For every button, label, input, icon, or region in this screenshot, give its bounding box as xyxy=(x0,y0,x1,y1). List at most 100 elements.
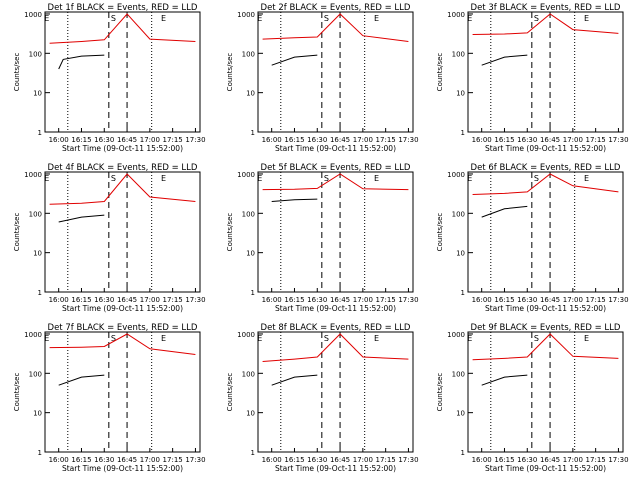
lld-series-line xyxy=(49,13,196,44)
lld-series-line xyxy=(49,173,196,205)
interval-marker: E xyxy=(44,334,49,343)
interval-marker: E xyxy=(257,334,262,343)
det-panel-9: Det 9f BLACK = Events, RED = LLD 1 10 100 10… xyxy=(436,323,629,473)
x-axis-label: Start Time (09-Oct-11 15:52:00) xyxy=(485,144,606,153)
events-series-line xyxy=(58,214,105,223)
x-tick-label: 16:00 xyxy=(49,296,69,304)
x-tick-label: 17:15 xyxy=(376,296,396,304)
x-tick-label: 16:45 xyxy=(540,456,560,464)
y-axis-label: Counts/sec xyxy=(436,373,444,412)
y-tick-label: 1 xyxy=(251,129,255,137)
x-tick-label: 16:45 xyxy=(540,296,560,304)
x-tick-label: 16:30 xyxy=(307,456,327,464)
x-tick-label: 17:00 xyxy=(140,456,160,464)
panel-title: Det 6f BLACK = Events, RED = LLD xyxy=(471,163,621,173)
y-axis-label: Counts/sec xyxy=(226,53,234,92)
x-tick-label: 17:30 xyxy=(398,456,418,464)
x-tick-label: 16:00 xyxy=(262,136,282,144)
y-tick-label: 1 xyxy=(38,129,42,137)
events-series-line xyxy=(481,205,528,218)
x-axis-label: Start Time (09-Oct-11 15:52:00) xyxy=(275,144,396,153)
lld-series-line xyxy=(49,333,196,355)
x-axis-label: Start Time (09-Oct-11 15:52:00) xyxy=(485,304,606,313)
y-tick-label: 10 xyxy=(33,410,42,418)
x-tick-label: 17:30 xyxy=(398,136,418,144)
x-tick-label: 16:15 xyxy=(494,456,514,464)
y-tick-label: 10 xyxy=(33,250,42,258)
y-tick-label: 100 xyxy=(452,370,465,378)
x-tick-label: 16:00 xyxy=(49,136,69,144)
interval-marker: E xyxy=(161,14,166,23)
x-axis-label: Start Time (09-Oct-11 15:52:00) xyxy=(62,304,183,313)
lld-series-line xyxy=(262,13,409,42)
y-tick-label: 100 xyxy=(452,50,465,58)
x-tick-label: 17:15 xyxy=(163,296,183,304)
interval-marker: E xyxy=(584,14,589,23)
x-tick-label: 16:45 xyxy=(330,136,350,144)
plot-frame xyxy=(257,171,414,293)
y-axis-label: Counts/sec xyxy=(436,213,444,252)
x-tick-label: 17:00 xyxy=(353,136,373,144)
events-series-line xyxy=(271,198,318,202)
panel-title: Det 4f BLACK = Events, RED = LLD xyxy=(48,163,198,173)
x-tick-label: 16:45 xyxy=(117,296,137,304)
interval-marker: S xyxy=(534,174,539,183)
events-series-line xyxy=(58,54,105,70)
panel-title: Det 1f BLACK = Events, RED = LLD xyxy=(48,3,198,13)
x-tick-label: 16:30 xyxy=(94,296,114,304)
x-tick-label: 16:00 xyxy=(472,296,492,304)
x-tick-label: 16:15 xyxy=(71,296,91,304)
plot-frame xyxy=(467,331,624,453)
x-tick-label: 16:45 xyxy=(330,296,350,304)
det-panel-3: Det 3f BLACK = Events, RED = LLD 1 10 100 10… xyxy=(436,3,629,153)
y-axis-label: Counts/sec xyxy=(226,213,234,252)
panel-title: Det 2f BLACK = Events, RED = LLD xyxy=(261,3,411,13)
panel-title: Det 3f BLACK = Events, RED = LLD xyxy=(471,3,621,13)
x-tick-label: 16:15 xyxy=(494,136,514,144)
y-tick-label: 1000 xyxy=(447,331,465,339)
x-tick-label: 17:30 xyxy=(608,136,628,144)
y-tick-label: 10 xyxy=(246,410,255,418)
lld-series-line xyxy=(262,333,409,362)
y-tick-label: 100 xyxy=(242,50,255,58)
y-tick-label: 1 xyxy=(461,129,465,137)
det-panel-6: Det 6f BLACK = Events, RED = LLD 1 10 100 10… xyxy=(436,163,629,313)
x-tick-label: 17:15 xyxy=(376,456,396,464)
interval-marker: S xyxy=(324,174,329,183)
y-tick-label: 1000 xyxy=(237,331,255,339)
interval-marker: S xyxy=(111,174,116,183)
plot-frame xyxy=(257,11,414,133)
y-tick-label: 10 xyxy=(456,250,465,258)
det-panel-4: Det 4f BLACK = Events, RED = LLD 1 10 100 10… xyxy=(13,163,206,313)
x-tick-label: 17:15 xyxy=(376,136,396,144)
interval-marker: E xyxy=(374,14,379,23)
interval-marker: S xyxy=(534,334,539,343)
panel-title: Det 8f BLACK = Events, RED = LLD xyxy=(261,323,411,333)
x-tick-label: 16:45 xyxy=(330,456,350,464)
x-tick-label: 17:00 xyxy=(563,456,583,464)
interval-marker: S xyxy=(324,14,329,23)
y-tick-label: 1 xyxy=(461,289,465,297)
y-tick-label: 10 xyxy=(246,90,255,98)
x-tick-label: 17:00 xyxy=(140,136,160,144)
y-tick-label: 1000 xyxy=(24,331,42,339)
y-tick-label: 10 xyxy=(33,90,42,98)
x-tick-label: 17:00 xyxy=(563,136,583,144)
interval-marker: E xyxy=(161,334,166,343)
det-panel-8: Det 8f BLACK = Events, RED = LLD 1 10 100 10… xyxy=(226,323,419,473)
x-tick-label: 16:00 xyxy=(472,456,492,464)
x-tick-label: 17:00 xyxy=(563,296,583,304)
x-tick-label: 16:30 xyxy=(517,456,537,464)
x-tick-label: 16:45 xyxy=(117,136,137,144)
interval-marker: E xyxy=(44,14,49,23)
lld-series-line xyxy=(472,13,619,35)
plot-frame xyxy=(467,171,624,293)
x-axis-label: Start Time (09-Oct-11 15:52:00) xyxy=(485,464,606,473)
interval-marker: E xyxy=(584,174,589,183)
interval-marker: E xyxy=(44,174,49,183)
x-tick-label: 16:30 xyxy=(517,136,537,144)
panel-title: Det 5f BLACK = Events, RED = LLD xyxy=(261,163,411,173)
lld-series-line xyxy=(472,173,619,195)
interval-marker: S xyxy=(534,14,539,23)
x-tick-label: 17:15 xyxy=(163,456,183,464)
